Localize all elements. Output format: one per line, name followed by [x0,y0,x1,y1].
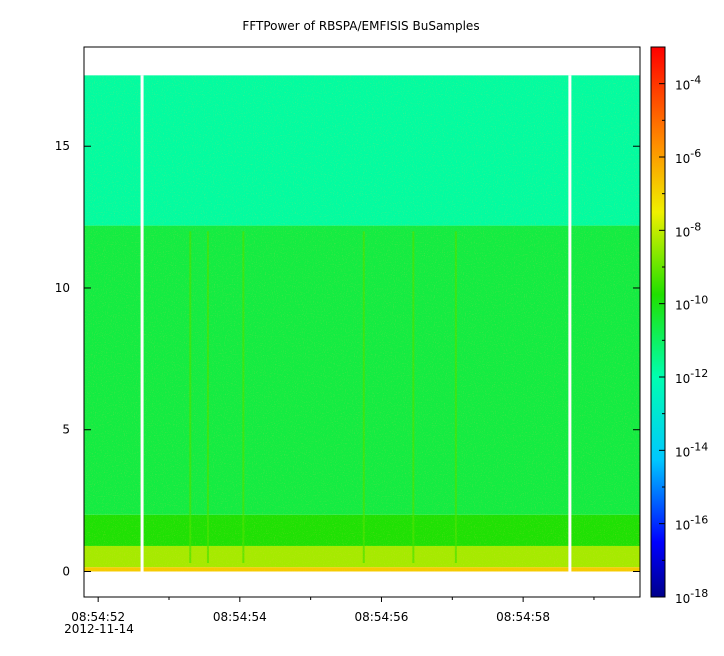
colorbar-axis: 10-18 10-16 10-14 10-12 10-10 10-8 10-6 10-4 [659,46,708,606]
colorbar [650,46,666,598]
data-gap [568,75,572,572]
spectrogram-plot-area [84,75,640,572]
x-axis: 08:54:52 08:54:54 08:54:56 08:54:58 [71,597,595,624]
y-tick-label: 0 [62,564,70,578]
colorbar-tick-label: 10-6 [675,147,701,166]
y-axis: 0 5 10 15 [55,139,640,578]
colorbar-tick-label: 10-10 [675,294,708,313]
y-tick-label: 5 [62,423,70,437]
colorbar-tick-label: 10-12 [675,367,708,386]
x-tick-label: 08:54:56 [355,610,409,624]
y-tick-label: 15 [55,139,70,153]
x-tick-label: 08:54:58 [496,610,550,624]
chart-title: FFTPower of RBSPA/EMFISIS BuSamples [242,19,479,33]
data-gap [140,75,144,572]
colorbar-tick-label: 10-8 [675,220,701,239]
y-tick-label: 10 [55,281,70,295]
plot-frame [83,46,641,598]
colorbar-tick-label: 10-16 [675,514,708,533]
colorbar-tick-label: 10-14 [675,440,708,459]
colorbar-tick-label: 10-4 [675,74,701,93]
spectrum-noise-texture [84,75,640,572]
x-tick-label: 08:54:54 [213,610,267,624]
x-tick-label: 08:54:52 [71,610,125,624]
x-axis-date-label: 2012-11-14 [64,622,134,636]
colorbar-tick-label: 10-18 [675,587,708,606]
